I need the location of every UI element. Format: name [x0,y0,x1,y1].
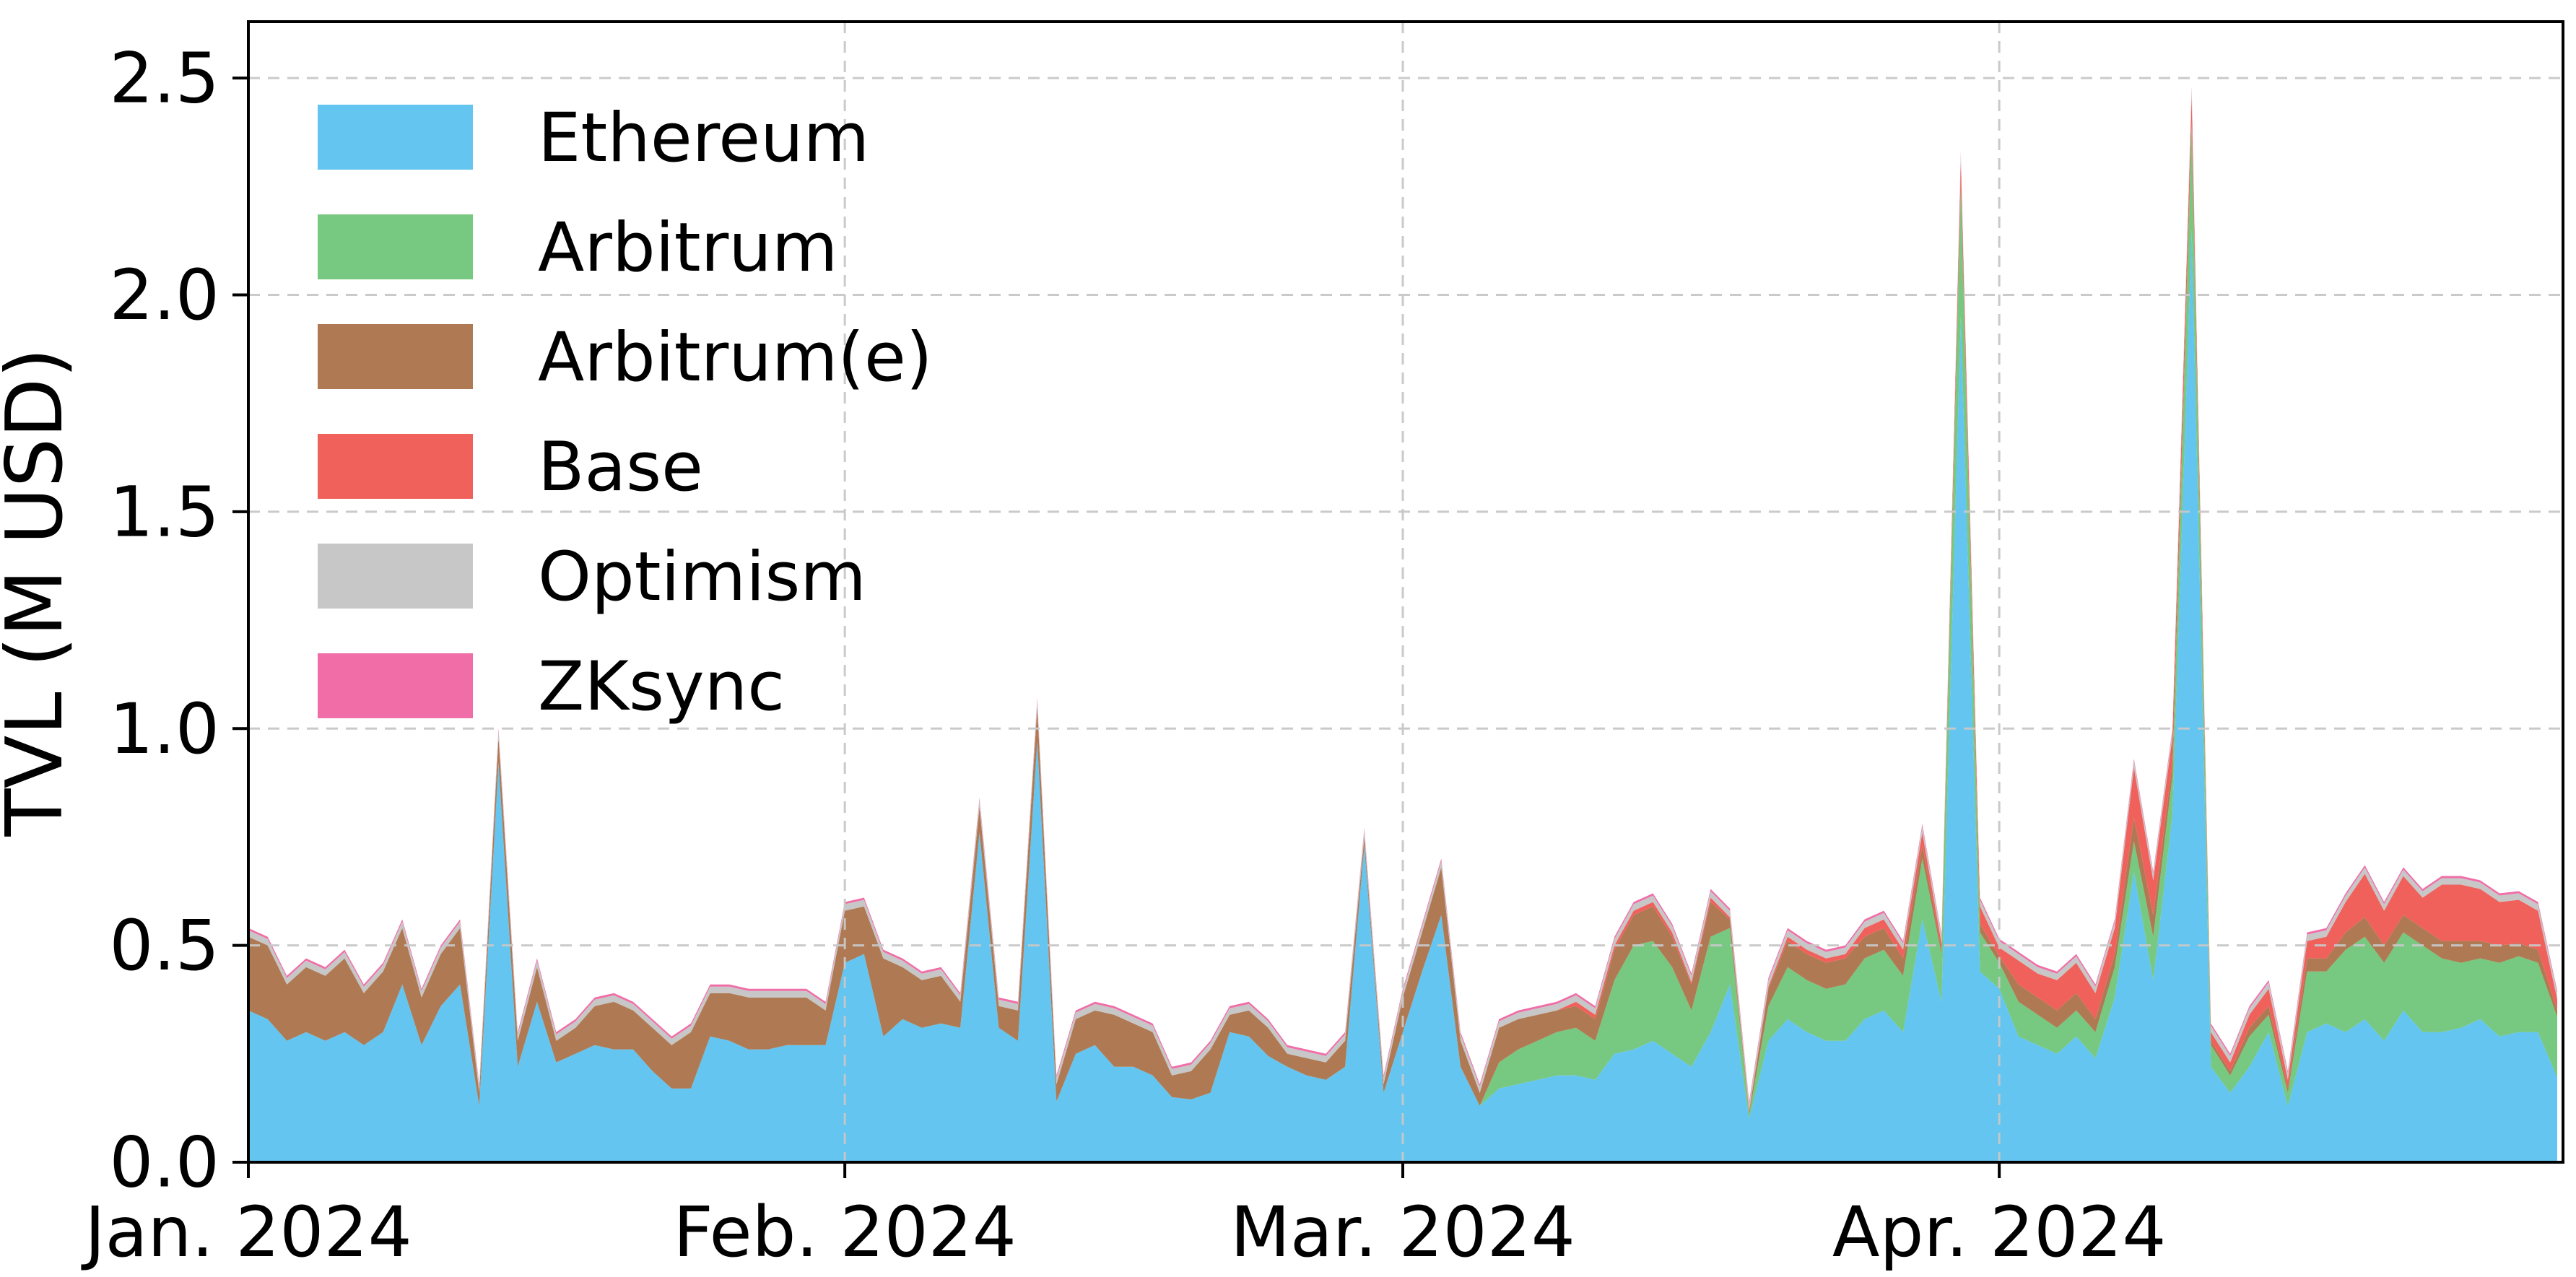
x-tick-label-Apr. 2024: Apr. 2024 [1832,1192,2167,1273]
legend-item-Optimism: Optimism [318,538,866,616]
axis-ticks [232,77,2001,1178]
area-Ethereum [248,230,2557,1162]
y-tick-label-0.0: 0.0 [109,1123,219,1203]
stacked-areas [248,87,2557,1162]
legend-swatch-ZKsync [318,653,473,718]
y-tick-label-2.5: 2.5 [109,38,219,119]
y-tick-label-1.0: 1.0 [109,689,219,770]
gridlines [248,22,2563,1162]
y-tick-label-1.5: 1.5 [109,471,219,552]
legend-item-Base: Base [318,428,703,507]
x-tick-labels: Jan. 2024 Feb. 2024 Mar. 2024 Apr. 2024 [81,1192,2166,1273]
legend: Ethereum Arbitrum Arbitrum(e) Base Optimism Z… [318,99,933,726]
legend-label-Ethereum: Ethereum [538,99,869,178]
plot-border [247,20,2564,1164]
legend-item-Ethereum: Ethereum [318,99,869,178]
x-tick-label-Jan. 2024: Jan. 2024 [81,1192,412,1273]
legend-item-ZKsync: ZKsync [318,648,785,726]
legend-label-Arbitrum: Arbitrum [538,209,837,287]
legend-label-Base: Base [538,428,703,507]
legend-swatch-Base [318,434,473,499]
legend-label-Optimism: Optimism [538,538,866,616]
x-tick-label-Mar. 2024: Mar. 2024 [1230,1192,1575,1273]
legend-swatch-Ethereum [318,105,473,170]
area-Arbitrum [248,126,2557,1119]
legend-swatch-Optimism [318,544,473,609]
legend-swatch-Arbitrum(e) [318,324,473,389]
y-tick-label-2.0: 2.0 [109,255,219,336]
y-axis-label: TVL (M USD) [0,348,80,837]
legend-label-Arbitrum(e): Arbitrum(e) [538,318,933,397]
legend-label-ZKsync: ZKsync [538,648,785,726]
legend-item-Arbitrum: Arbitrum [318,209,837,287]
y-tick-label-0.5: 0.5 [109,905,219,986]
y-tick-labels: 0.0 0.5 1.0 1.5 2.0 2.5 [109,38,219,1203]
legend-item-Arbitrum(e): Arbitrum(e) [318,318,933,397]
x-tick-label-Feb. 2024: Feb. 2024 [673,1192,1016,1273]
legend-swatch-Arbitrum [318,214,473,279]
